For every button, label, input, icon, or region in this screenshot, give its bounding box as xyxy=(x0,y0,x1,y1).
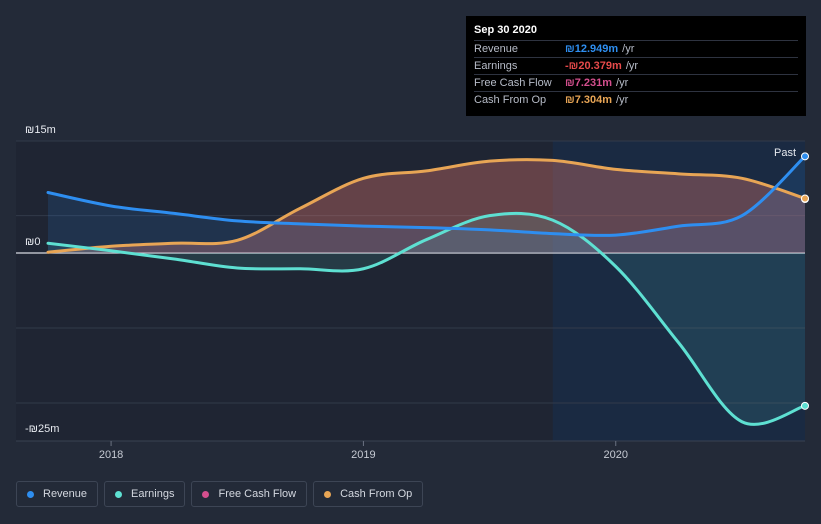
chart-area: 2018 2019 2020 xyxy=(16,140,809,461)
y-axis-top-label: ₪15m xyxy=(25,124,56,136)
y-axis-zero-label: ₪0 xyxy=(25,236,41,248)
past-label: Past xyxy=(774,147,797,159)
legend-label: Cash From Op xyxy=(340,488,413,500)
x-tick-label: 2020 xyxy=(604,449,628,461)
x-tick-label: 2019 xyxy=(351,449,375,461)
tooltip-row-value: ₪12.949m xyxy=(565,43,619,55)
endpoint-earnings xyxy=(801,401,809,410)
legend-item-free-cash-flow[interactable]: Free Cash Flow xyxy=(191,481,308,507)
tooltip-row-label: Free Cash Flow xyxy=(474,77,552,89)
tooltip-date: Sep 30 2020 xyxy=(474,24,537,36)
tooltip-row-unit: /yr xyxy=(622,43,635,55)
area-free-cash-flow xyxy=(48,159,805,253)
area-cash-from-op xyxy=(48,159,805,253)
legend: Revenue Earnings Free Cash Flow Cash From O… xyxy=(16,481,424,507)
tooltip-row-label: Earnings xyxy=(474,60,518,72)
history-region xyxy=(16,141,553,441)
endpoint-cash-from-op xyxy=(801,194,809,203)
line-revenue xyxy=(46,154,807,237)
legend-item-revenue[interactable]: Revenue xyxy=(16,481,99,507)
area-revenue xyxy=(48,156,805,253)
tooltip-row: Free Cash Flow ₪7.231m/yr xyxy=(474,74,798,91)
legend-dot-icon xyxy=(202,490,210,498)
tooltip-row: Revenue ₪12.949m/yr xyxy=(474,40,798,57)
legend-dot-icon xyxy=(324,490,332,498)
legend-label: Revenue xyxy=(43,488,88,500)
legend-item-cash-from-op[interactable]: Cash From Op xyxy=(313,481,424,507)
legend-item-earnings[interactable]: Earnings xyxy=(104,481,186,507)
tooltip-panel: Sep 30 2020 Revenue ₪12.949m/yr Earnings -₪… xyxy=(466,16,806,116)
tooltip-row-label: Revenue xyxy=(474,43,519,55)
tooltip-row-value: -₪20.379m xyxy=(565,60,622,72)
tooltip-row-value: ₪7.231m xyxy=(565,77,613,89)
tooltip-row-label: Cash From Op xyxy=(474,94,547,106)
past-region xyxy=(552,141,805,441)
tooltip-row-value: ₪7.304m xyxy=(565,94,613,106)
legend-dot-icon xyxy=(115,490,123,498)
legend-label: Earnings xyxy=(131,488,175,500)
legend-label: Free Cash Flow xyxy=(218,488,297,500)
line-earnings xyxy=(46,211,807,426)
line-cash-from-op xyxy=(46,158,807,254)
tooltip-row-unit: /yr xyxy=(616,77,629,89)
tooltip-row: Cash From Op ₪7.304m/yr xyxy=(474,91,798,108)
tooltip-row: Earnings -₪20.379m/yr xyxy=(474,57,798,74)
legend-dot-icon xyxy=(27,490,34,498)
tooltip-row-unit: /yr xyxy=(616,94,629,106)
x-tick-label: 2018 xyxy=(99,449,123,461)
y-axis-bottom-label: -₪25m xyxy=(25,423,60,435)
endpoint-revenue xyxy=(801,152,809,161)
tooltip-row-unit: /yr xyxy=(625,60,639,72)
